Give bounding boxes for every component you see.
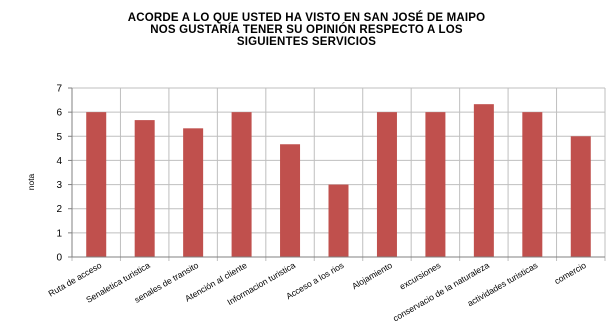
bar <box>425 112 446 258</box>
y-tick-label: 3 <box>56 180 62 191</box>
bar <box>280 144 301 257</box>
x-category-label: excursiones <box>398 260 443 292</box>
bar <box>473 104 494 257</box>
bar <box>86 112 107 258</box>
y-tick-label: 6 <box>56 108 62 119</box>
y-axis-label: nota <box>26 173 36 190</box>
y-tick-labels: 0 1 2 3 4 5 6 7 <box>56 84 62 264</box>
y-tick-label: 5 <box>56 132 62 143</box>
y-tick-label: 0 <box>56 253 62 264</box>
y-tick-label: 7 <box>56 84 62 95</box>
chart-title: ACORDE A LO QUE USTED HA VISTO EN SAN JO… <box>0 12 613 48</box>
x-category-label: comercio <box>553 260 588 286</box>
bar <box>376 112 397 258</box>
chart-title-line-1: ACORDE A LO QUE USTED HA VISTO EN SAN JO… <box>127 12 486 24</box>
y-tick-label: 2 <box>56 204 62 215</box>
bar <box>231 112 252 258</box>
y-tick-label: 1 <box>56 228 62 239</box>
bar <box>522 112 543 258</box>
bar <box>134 120 155 257</box>
bar <box>328 184 349 257</box>
chart-title-line-2: NOS GUSTARÍA TENER SU OPINIÓN RESPECTO A… <box>150 24 463 36</box>
bar <box>570 136 591 257</box>
x-category-label: Alojamiento <box>350 260 394 291</box>
y-tick-label: 4 <box>56 156 62 167</box>
bars <box>86 104 591 258</box>
chart-title-line-3: SIGUIENTES SERVICIOS <box>236 36 377 48</box>
bar <box>183 128 204 257</box>
axes <box>68 87 605 258</box>
